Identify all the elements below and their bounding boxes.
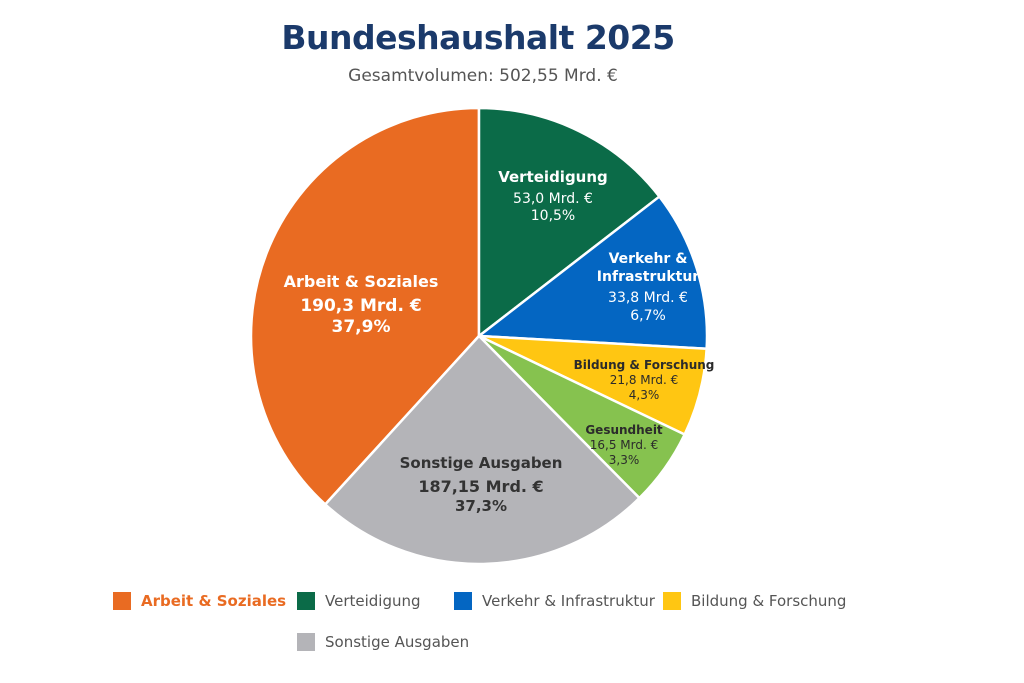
slice-value: 33,8 Mrd. €	[608, 290, 688, 306]
slice-name: Verkehr &	[608, 251, 688, 267]
slice-name: Verteidigung	[498, 168, 608, 186]
legend-item-arbeit-soziales: Arbeit & Soziales	[113, 592, 286, 610]
slice-percent: 10,5%	[530, 208, 576, 225]
slice-value: 53,0 Mrd. €	[513, 190, 593, 207]
legend-swatch	[113, 592, 131, 610]
slice-percent: 3,3%	[608, 453, 640, 467]
chart-title: Bundeshaushalt 2025	[281, 18, 675, 57]
slice-label-verkehr-infrastruktur: Verkehr & Infrastruktur 33,8 Mrd. € 6,7%	[597, 251, 699, 325]
legend-item-sonstige-ausgaben: Sonstige Ausgaben	[297, 633, 469, 651]
legend-item-bildung-forschung: Bildung & Forschung	[663, 592, 846, 610]
slice-percent: 6,7%	[630, 307, 666, 324]
legend-label: Arbeit & Soziales	[141, 592, 287, 610]
slice-label-arbeit-soziales: Arbeit & Soziales 190,3 Mrd. € 37,9%	[284, 272, 439, 339]
slice-name: Sonstige Ausgaben	[399, 454, 563, 472]
slice-label-gesundheit: Gesundheit 16,5 Mrd. € 3,3%	[585, 423, 662, 468]
slice-label-sonstige-ausgaben: Sonstige Ausgaben 187,15 Mrd. € 37,3%	[400, 454, 563, 516]
slice-name: Gesundheit	[585, 423, 663, 437]
slice-label-bildung-forschung: Bildung & Forschung 21,8 Mrd. € 4,3%	[574, 358, 715, 403]
legend-label: Verkehr & Infrastruktur	[482, 592, 655, 610]
legend-item-verkehr-infrastruktur: Verkehr & Infrastruktur	[454, 592, 655, 610]
pie-slice-0	[249, 106, 481, 506]
pie-slice-2	[477, 195, 709, 350]
chart-subtitle: Gesamtvolumen: 502,55 Mrd. €	[348, 66, 618, 86]
slice-name: Infrastruktur	[596, 268, 700, 285]
slice-value: 190,3 Mrd. €	[300, 296, 422, 316]
legend-swatch	[297, 592, 315, 610]
legend-swatch	[663, 592, 681, 610]
legend-label: Sonstige Ausgaben	[325, 633, 470, 651]
slice-name: Bildung & Forschung	[573, 358, 715, 372]
pie-slice-5	[324, 334, 641, 566]
slice-value: 187,15 Mrd. €	[418, 476, 544, 496]
legend-label: Bildung & Forschung	[691, 592, 847, 610]
slice-name: Arbeit & Soziales	[283, 272, 439, 291]
slice-label-verteidigung: Verteidigung 53,0 Mrd. € 10,5%	[498, 168, 608, 226]
legend-label: Verteidigung	[325, 592, 421, 610]
pie-slice-1	[477, 106, 661, 338]
slice-percent: 37,3%	[454, 496, 508, 515]
slice-percent: 37,9%	[331, 317, 391, 338]
slice-percent: 4,3%	[628, 388, 660, 402]
legend-swatch	[454, 592, 472, 610]
legend-item-verteidigung: Verteidigung	[297, 592, 421, 610]
slice-value: 21,8 Mrd. €	[609, 373, 679, 387]
slice-value: 16,5 Mrd. €	[589, 438, 659, 452]
legend-swatch	[297, 633, 315, 651]
